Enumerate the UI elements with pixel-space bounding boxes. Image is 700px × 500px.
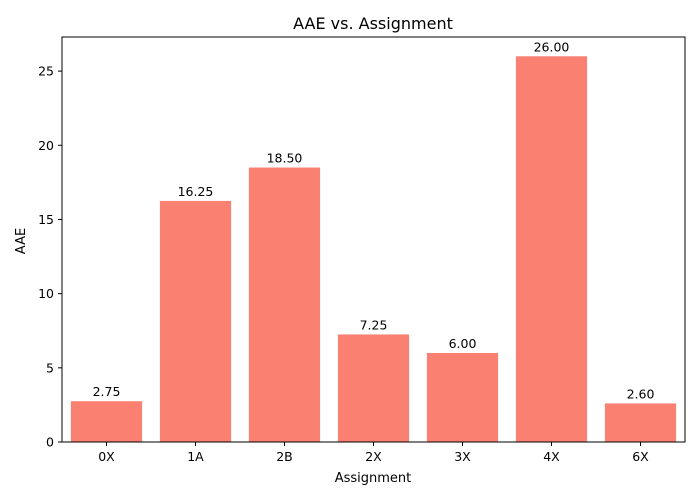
- x-tick-label-2X: 2X: [365, 449, 382, 464]
- x-tick-label-2B: 2B: [276, 449, 293, 464]
- x-tick-label-1A: 1A: [187, 449, 204, 464]
- x-tick-label-3X: 3X: [454, 449, 471, 464]
- data-label-6X: 2.60: [627, 386, 655, 401]
- y-tick-label-5: 5: [46, 360, 54, 375]
- bar-2X: [337, 334, 410, 442]
- x-tick-label-4X: 4X: [543, 449, 560, 464]
- bar-2B: [248, 167, 321, 443]
- data-label-1A: 16.25: [178, 184, 214, 199]
- x-tick-label-6X: 6X: [632, 449, 649, 464]
- plot-frame: [61, 36, 686, 443]
- y-tick-label-10: 10: [38, 286, 54, 301]
- x-axis-label: Assignment: [335, 471, 412, 486]
- y-tick-label-0: 0: [46, 435, 54, 450]
- data-label-2X: 7.25: [360, 317, 388, 332]
- y-tick-label-15: 15: [38, 212, 54, 227]
- x-tick-label-0X: 0X: [98, 449, 115, 464]
- bar-4X: [515, 56, 588, 443]
- data-label-2B: 18.50: [267, 151, 303, 166]
- y-tick-label-20: 20: [38, 138, 54, 153]
- chart-title: AAE vs. Assignment: [293, 14, 453, 33]
- bar-1A: [159, 200, 232, 442]
- plot-area: 2.75 0X 16.25 1A 18.50 2B 7.25 2X 6.00 3X 26.00 4X 2…: [38, 36, 686, 464]
- data-label-3X: 6.00: [449, 336, 477, 351]
- data-label-0X: 2.75: [93, 384, 121, 399]
- data-label-4X: 26.00: [534, 39, 570, 54]
- y-axis-label: AAE: [14, 228, 29, 254]
- bar-3X: [426, 352, 499, 442]
- bar-6X: [604, 403, 677, 442]
- y-tick-label-25: 25: [38, 64, 54, 79]
- bar-0X: [70, 401, 143, 442]
